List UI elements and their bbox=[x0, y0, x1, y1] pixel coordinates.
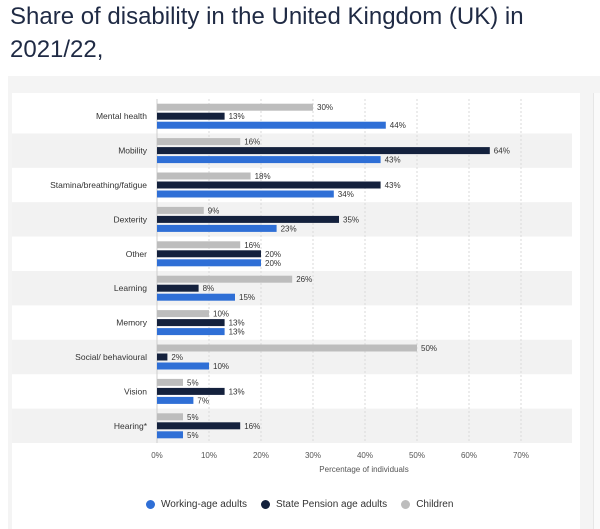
bar-state-pension-age-adults-stamina-breathing-fatigue bbox=[157, 181, 381, 189]
data-label: 15% bbox=[239, 293, 255, 302]
bar-children-memory bbox=[157, 310, 209, 318]
x-tick-label: 10% bbox=[201, 451, 217, 460]
category-label-dexterity: Dexterity bbox=[113, 214, 147, 224]
legend-item-children[interactable]: Children bbox=[401, 499, 453, 510]
data-label: 5% bbox=[187, 378, 199, 387]
data-label: 43% bbox=[385, 181, 401, 190]
x-tick-label: 20% bbox=[253, 451, 269, 460]
bar-working-age-adults-stamina-breathing-fatigue bbox=[157, 190, 334, 198]
category-label-social-behavioural: Social/ behavioural bbox=[75, 352, 147, 362]
data-label: 35% bbox=[343, 215, 359, 224]
bar-working-age-adults-memory bbox=[157, 328, 225, 336]
bar-state-pension-age-adults-vision bbox=[157, 387, 225, 395]
bar-state-pension-age-adults-memory bbox=[157, 319, 225, 327]
data-label: 10% bbox=[213, 310, 229, 319]
data-label: 18% bbox=[255, 172, 271, 181]
data-label: 5% bbox=[187, 413, 199, 422]
category-band bbox=[12, 408, 572, 443]
bar-children-learning bbox=[157, 275, 293, 283]
x-tick-label: 0% bbox=[151, 451, 163, 460]
adjacent-card-edge bbox=[593, 93, 600, 529]
data-label: 7% bbox=[197, 396, 209, 405]
bar-state-pension-age-adults-hearing bbox=[157, 422, 241, 430]
data-label: 2% bbox=[171, 353, 183, 362]
bar-children-hearing bbox=[157, 413, 183, 421]
bar-state-pension-age-adults-mobility bbox=[157, 147, 490, 155]
legend-label-pension-age: State Pension age adults bbox=[275, 499, 388, 510]
data-label: 13% bbox=[229, 319, 245, 328]
legend-item-working-age[interactable]: Working-age adults bbox=[146, 499, 247, 510]
data-label: 50% bbox=[421, 344, 437, 353]
bar-children-stamina-breathing-fatigue bbox=[157, 172, 251, 180]
bar-working-age-adults-hearing bbox=[157, 431, 183, 439]
x-tick-label: 30% bbox=[305, 451, 321, 460]
bar-state-pension-age-adults-dexterity bbox=[157, 215, 339, 223]
data-label: 13% bbox=[229, 328, 245, 337]
data-label: 10% bbox=[213, 362, 229, 371]
x-tick-label: 40% bbox=[357, 451, 373, 460]
legend-marker-children bbox=[401, 500, 411, 509]
bar-working-age-adults-mental-health bbox=[157, 121, 386, 129]
bar-working-age-adults-learning bbox=[157, 293, 235, 301]
data-label: 34% bbox=[338, 190, 354, 199]
data-label: 23% bbox=[281, 224, 297, 233]
x-tick-label: 50% bbox=[409, 451, 425, 460]
category-label-learning: Learning bbox=[114, 283, 147, 293]
data-label: 44% bbox=[390, 121, 406, 130]
data-label: 9% bbox=[208, 206, 220, 215]
bar-state-pension-age-adults-social-behavioural bbox=[157, 353, 168, 361]
bar-working-age-adults-other bbox=[157, 259, 261, 267]
data-label: 20% bbox=[265, 259, 281, 268]
legend-marker-pension-age bbox=[260, 500, 270, 509]
chart-legend: Working-age adults State Pension age adu… bbox=[146, 499, 453, 510]
category-label-mental-health: Mental health bbox=[96, 111, 147, 121]
category-label-hearing: Hearing* bbox=[114, 421, 148, 431]
bar-state-pension-age-adults-learning bbox=[157, 284, 199, 292]
bar-children-other bbox=[157, 241, 241, 249]
bar-children-social-behavioural bbox=[157, 344, 417, 352]
bar-state-pension-age-adults-other bbox=[157, 250, 261, 258]
bar-state-pension-age-adults-mental-health bbox=[157, 112, 225, 120]
data-label: 13% bbox=[229, 387, 245, 396]
data-label: 16% bbox=[244, 138, 260, 147]
legend-label-working-age: Working-age adults bbox=[161, 499, 247, 510]
bar-working-age-adults-vision bbox=[157, 396, 194, 404]
category-label-mobility: Mobility bbox=[118, 146, 148, 156]
x-tick-label: 60% bbox=[461, 451, 477, 460]
data-label: 8% bbox=[203, 284, 215, 293]
bar-working-age-adults-dexterity bbox=[157, 224, 277, 232]
data-label: 20% bbox=[265, 250, 281, 259]
data-label: 5% bbox=[187, 431, 199, 440]
legend-item-pension-age[interactable]: State Pension age adults bbox=[260, 499, 388, 510]
x-axis-label: Percentage of individuals bbox=[319, 465, 408, 474]
category-label-vision: Vision bbox=[124, 386, 147, 396]
bar-children-dexterity bbox=[157, 206, 204, 214]
bar-children-mobility bbox=[157, 138, 241, 146]
data-label: 30% bbox=[317, 103, 333, 112]
bar-working-age-adults-social-behavioural bbox=[157, 362, 209, 370]
data-label: 16% bbox=[244, 422, 260, 431]
category-label-stamina-breathing-fatigue: Stamina/breathing/fatigue bbox=[50, 180, 147, 190]
legend-label-children: Children bbox=[416, 499, 454, 510]
category-label-other: Other bbox=[126, 249, 147, 259]
category-label-memory: Memory bbox=[116, 318, 147, 328]
data-label: 43% bbox=[385, 156, 401, 165]
bar-children-vision bbox=[157, 378, 183, 386]
bar-children-mental-health bbox=[157, 103, 313, 111]
bar-working-age-adults-mobility bbox=[157, 156, 381, 164]
data-label: 64% bbox=[494, 147, 510, 156]
legend-marker-working-age bbox=[146, 500, 155, 509]
data-label: 16% bbox=[244, 241, 260, 250]
data-label: 26% bbox=[296, 275, 312, 284]
data-label: 13% bbox=[229, 112, 245, 121]
x-tick-label: 70% bbox=[513, 451, 529, 460]
